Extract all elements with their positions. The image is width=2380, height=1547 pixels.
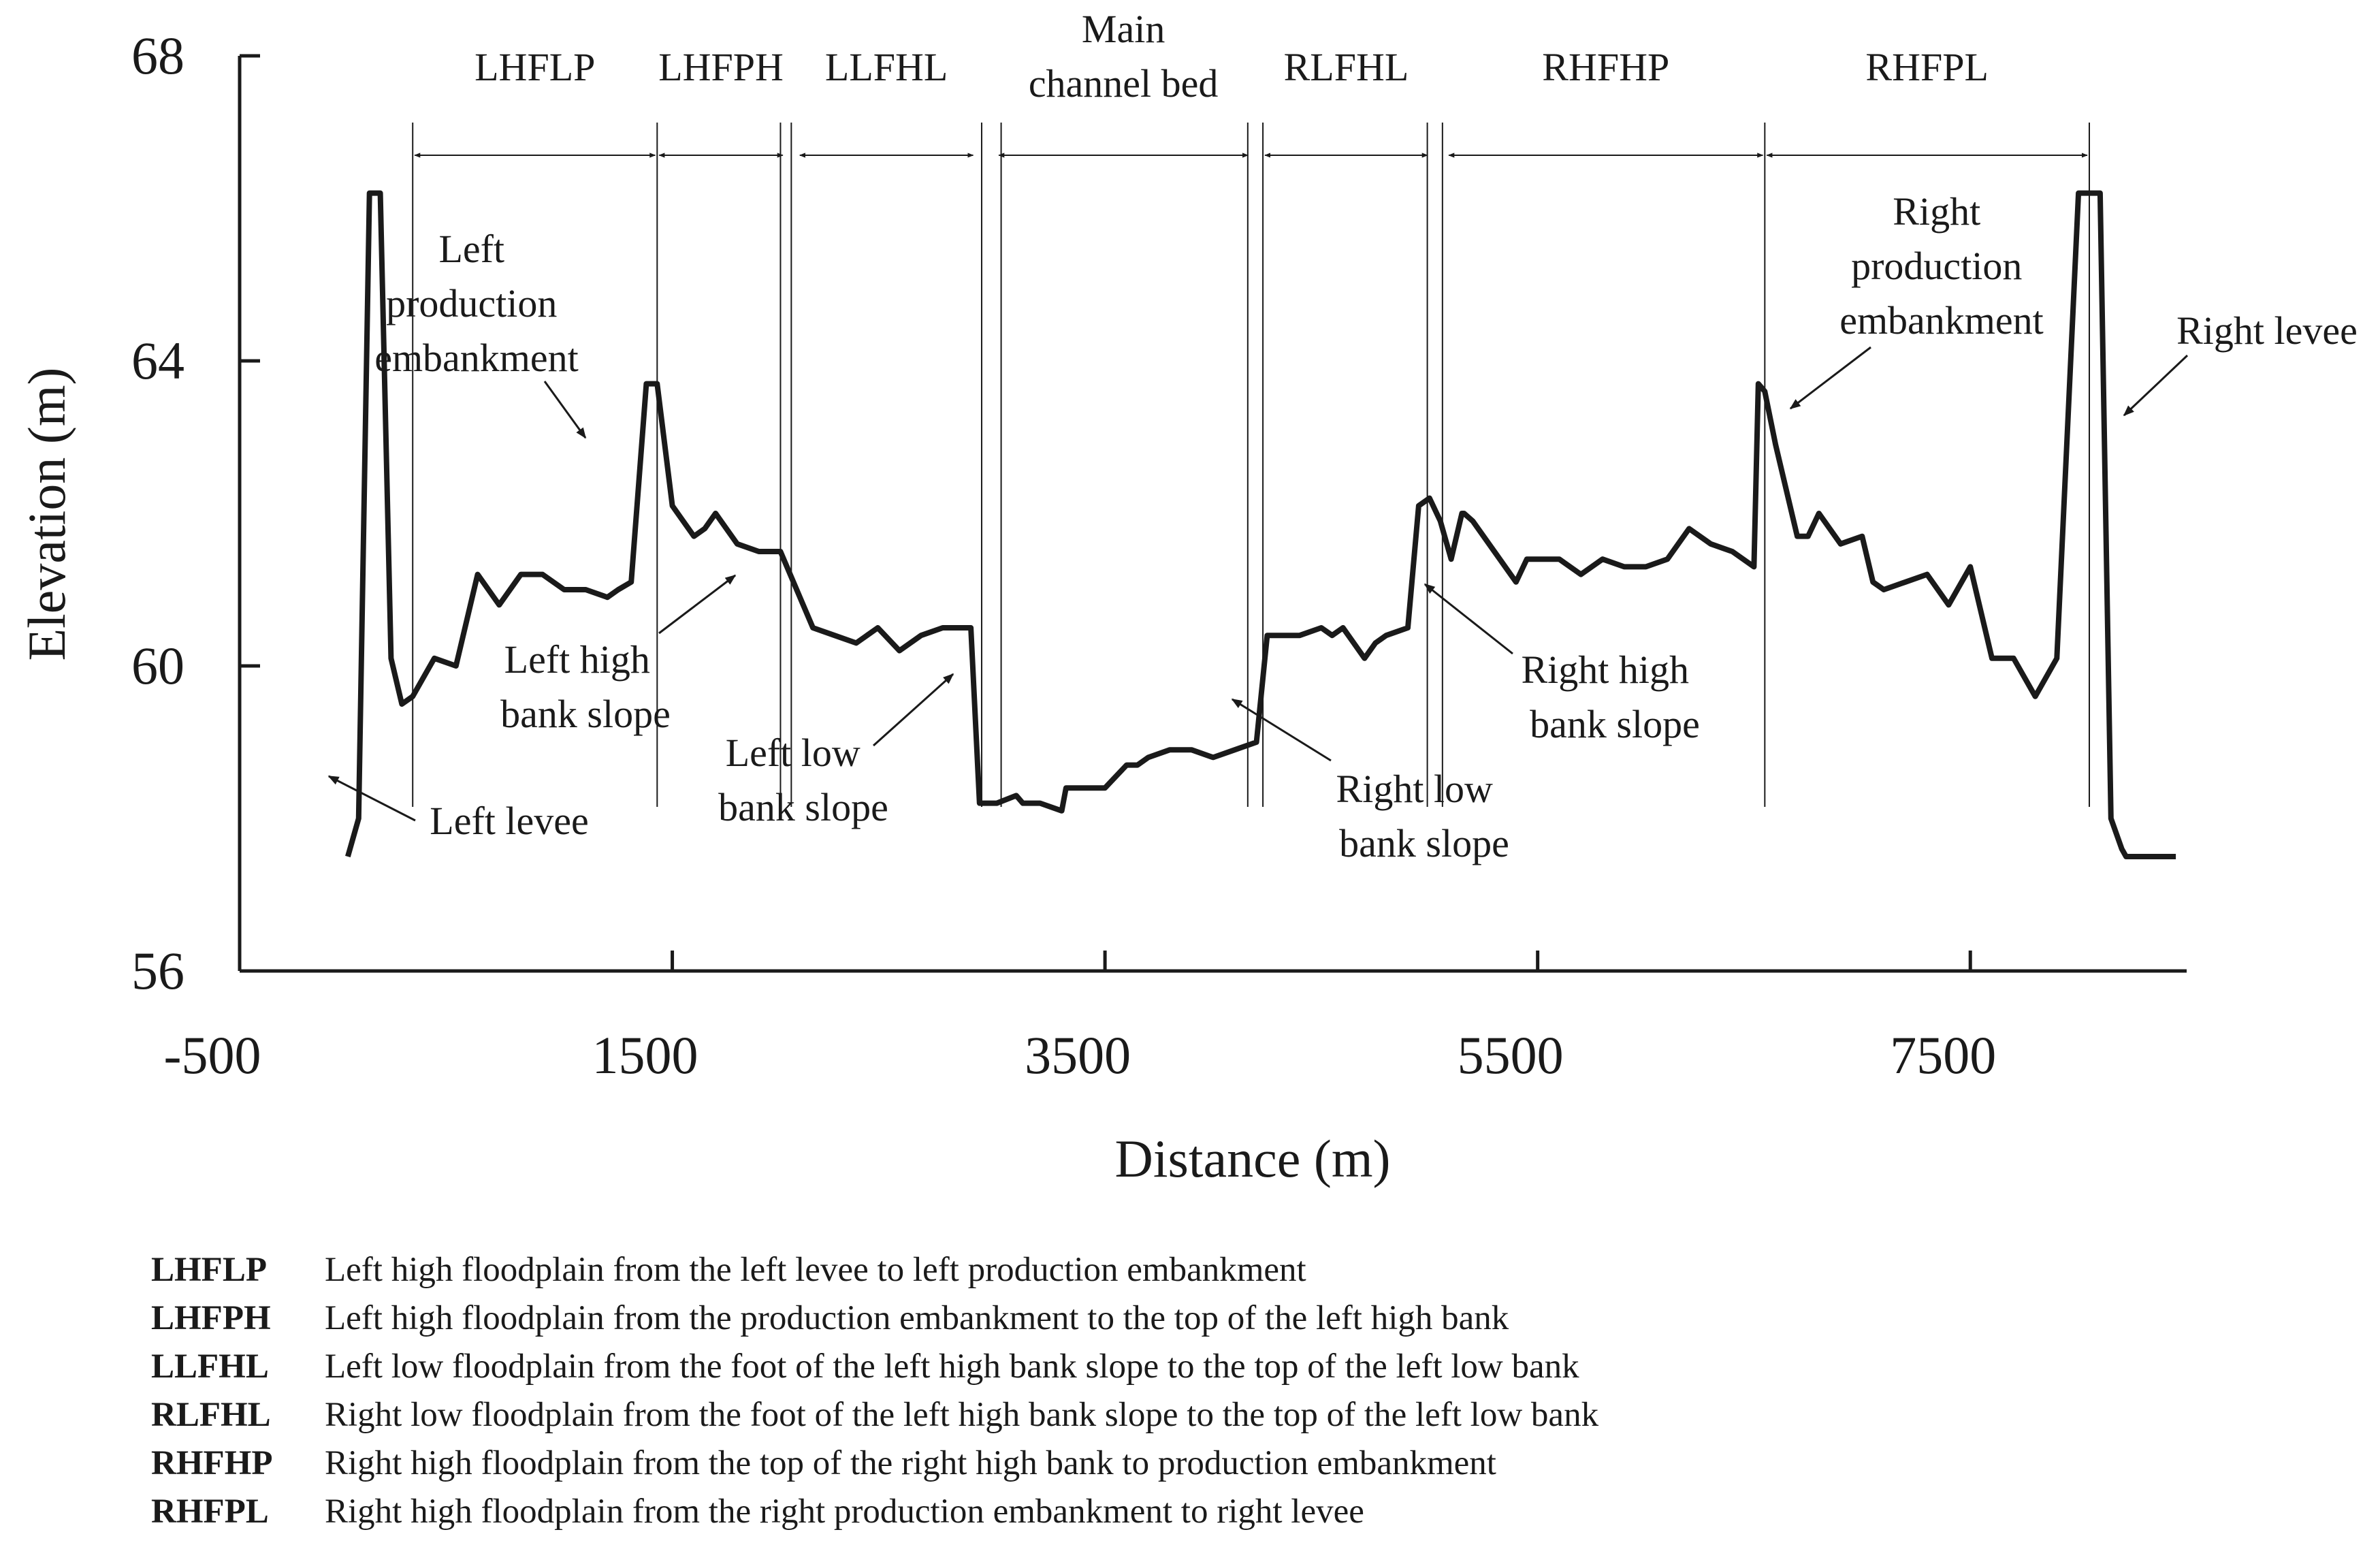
legend-code: LHFLP bbox=[151, 1251, 268, 1289]
legend-row: RHFPL Right high floodplain from the rig… bbox=[151, 1488, 2330, 1536]
legend-row: RHFHP Right high floodplain from the top… bbox=[151, 1439, 2330, 1488]
x-tick-label: -500 bbox=[164, 1025, 261, 1085]
annotation-left-levee: Left levee bbox=[430, 799, 588, 843]
annotation-arrows bbox=[327, 346, 2189, 822]
arrow-right-high-bank-slope bbox=[1424, 583, 1513, 655]
legend-row: LHFLP Left high floodplain from the left… bbox=[151, 1246, 2330, 1294]
y-tick-label: 60 bbox=[131, 636, 184, 695]
zone-label: LHFPH bbox=[658, 45, 784, 89]
legend-row: LLFHL Left low floodplain from the foot … bbox=[151, 1343, 2330, 1391]
zone-label: RHFHP bbox=[1542, 45, 1669, 89]
zone-label: LHFLP bbox=[475, 45, 595, 89]
legend-description: Left low floodplain from the foot of the… bbox=[325, 1347, 1579, 1386]
legend-description: Right high floodplain from the right pro… bbox=[325, 1493, 1364, 1531]
legend-code: RLFHL bbox=[151, 1396, 271, 1434]
annotation-left-high-bank-slope: Left high bank slope bbox=[500, 637, 671, 736]
annotation-right-levee: Right levee bbox=[2176, 308, 2358, 353]
legend-description: Left high floodplain from the left levee… bbox=[325, 1251, 1306, 1289]
zone-legend: LHFLP Left high floodplain from the left… bbox=[151, 1246, 2330, 1536]
arrow-left-production-embankment bbox=[543, 381, 587, 439]
arrow-left-low-bank-slope bbox=[872, 673, 954, 747]
x-tick-label: 7500 bbox=[1890, 1025, 1996, 1085]
legend-code: LHFPH bbox=[151, 1299, 271, 1337]
zone-label: RLFHL bbox=[1284, 45, 1409, 89]
arrow-right-production-embankment bbox=[1789, 346, 1871, 410]
zone-label: RHFPL bbox=[1865, 45, 1989, 89]
x-tick-label: 5500 bbox=[1458, 1025, 1564, 1085]
y-tick-label: 64 bbox=[131, 331, 184, 390]
y-tick-label: 68 bbox=[131, 26, 184, 85]
zone-label: LLFHL bbox=[825, 45, 948, 89]
legend-description: Left high floodplain from the production… bbox=[325, 1299, 1509, 1337]
x-tick-label: 3500 bbox=[1025, 1025, 1131, 1085]
legend-row: LHFPH Left high floodplain from the prod… bbox=[151, 1294, 2330, 1343]
annotation-right-low-bank-slope: Right low bank slope bbox=[1336, 767, 1509, 865]
y-tick-label: 56 bbox=[131, 941, 184, 1000]
legend-description: Right low floodplain from the foot of th… bbox=[325, 1396, 1599, 1434]
legend-code: LLFHL bbox=[151, 1347, 269, 1386]
legend-row: RLFHL Right low floodplain from the foot… bbox=[151, 1391, 2330, 1439]
elevation-profile-line bbox=[345, 190, 2176, 859]
annotation-right-production-embankment: Right production embankment bbox=[1839, 189, 2044, 342]
legend-code: RHFPL bbox=[151, 1493, 269, 1531]
cross-section-chart: 56 60 64 68 -500 1500 3500 5500 7500 LHFLP LHFPH L… bbox=[17, 7, 2358, 1188]
arrow-left-levee bbox=[327, 775, 416, 822]
y-axis-title: Elevation (m) bbox=[17, 367, 76, 660]
x-tick-label: 1500 bbox=[592, 1025, 698, 1085]
arrow-right-low-bank-slope bbox=[1231, 698, 1332, 762]
legend-code: RHFHP bbox=[151, 1444, 273, 1482]
legend-description: Right high floodplain from the top of th… bbox=[325, 1444, 1496, 1482]
zone-label: Main channel bed bbox=[1029, 7, 1219, 106]
annotation-left-production-embankment: Left production embankment bbox=[374, 227, 579, 380]
arrow-right-levee bbox=[2123, 354, 2189, 417]
x-axis-title: Distance (m) bbox=[1114, 1129, 1390, 1188]
annotation-left-low-bank-slope: Left low bank slope bbox=[718, 731, 888, 829]
arrow-left-high-bank-slope bbox=[658, 574, 737, 635]
annotation-right-high-bank-slope: Right high bank slope bbox=[1521, 648, 1699, 746]
